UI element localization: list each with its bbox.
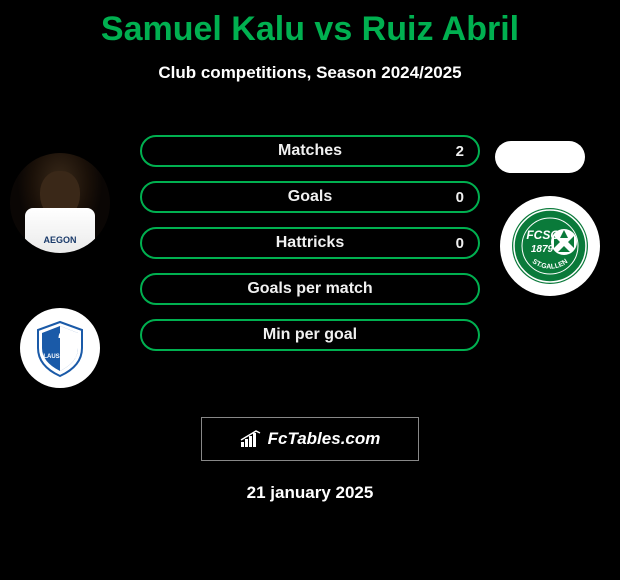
stat-bar-goals: Goals 0 [140,181,480,213]
stat-bar-goals-per-match: Goals per match [140,273,480,305]
chart-icon [240,430,262,448]
stat-bar-hattricks: Hattricks 0 [140,227,480,259]
svg-text:1879: 1879 [531,244,554,255]
page-title: Samuel Kalu vs Ruiz Abril [0,0,620,49]
player-right-club-logo: FCSG 1879 ST.GALLEN [500,196,600,296]
stat-value-right: 0 [456,189,464,206]
date-text: 21 january 2025 [0,483,620,503]
lausanne-logo-icon: LAUSANNE [30,318,90,378]
stat-label: Matches [278,142,342,160]
stgallen-logo-icon: FCSG 1879 ST.GALLEN [510,206,590,286]
stats-area: AEGON LAUSANNE FCSG 1879 ST.GALLEN [0,123,620,393]
svg-text:FCSG: FCSG [526,228,559,242]
stat-label: Min per goal [263,326,357,344]
player-right-photo-placeholder [495,141,585,173]
stat-bar-matches: Matches 2 [140,135,480,167]
stat-value-right: 0 [456,235,464,252]
player-left-club-logo: LAUSANNE [20,308,100,388]
stat-label: Goals [288,188,332,206]
stat-value-right: 2 [456,143,464,160]
jersey-sponsor: AEGON [10,235,110,245]
branding-box: FcTables.com [201,417,419,461]
stat-bars: Matches 2 Goals 0 Hattricks 0 Goals per … [140,135,480,365]
stat-label: Hattricks [276,234,344,252]
player-left-photo: AEGON [10,153,110,253]
subtitle: Club competitions, Season 2024/2025 [0,63,620,83]
branding-text: FcTables.com [268,429,381,449]
stat-bar-min-per-goal: Min per goal [140,319,480,351]
svg-text:LAUSANNE: LAUSANNE [43,354,76,360]
stat-label: Goals per match [247,280,372,298]
player-face [40,171,80,219]
